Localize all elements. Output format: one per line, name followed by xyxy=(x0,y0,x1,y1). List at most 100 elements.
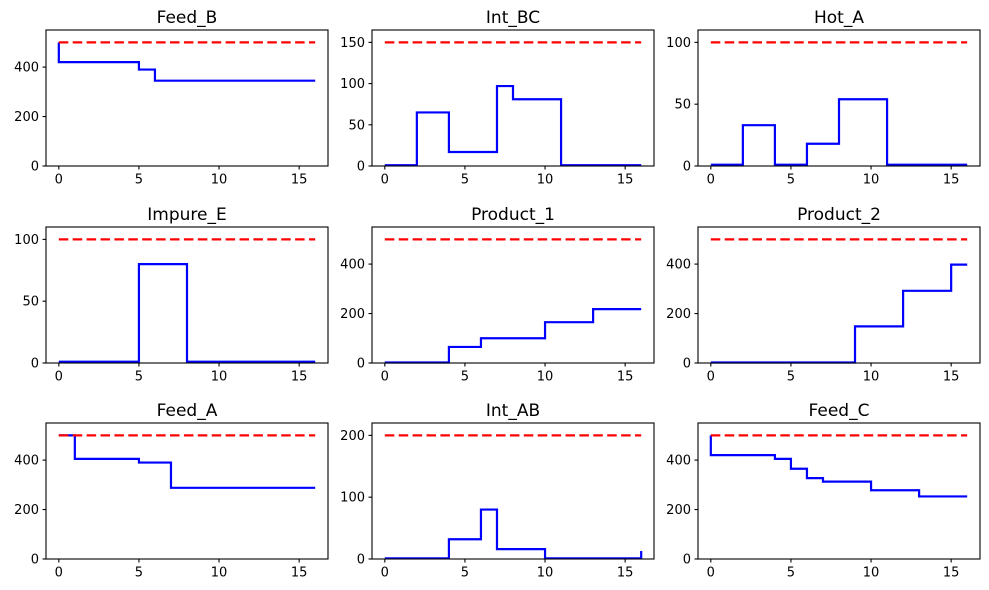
y-tick-label: 200 xyxy=(340,307,365,322)
subplot-title: Int_BC xyxy=(486,8,540,28)
y-tick-label: 200 xyxy=(666,307,691,322)
y-tick-label: 400 xyxy=(340,258,365,273)
subplot-Hot_A: 0 50 100 0 5 10 15 Hot_A xyxy=(666,8,981,188)
x-tick-label: 10 xyxy=(211,370,228,385)
x-tick-label: 0 xyxy=(707,173,715,188)
y-tick-label: 0 xyxy=(31,357,39,372)
x-tick-label: 15 xyxy=(617,566,634,581)
axes-frame xyxy=(371,29,655,167)
y-tick-label: 150 xyxy=(340,36,365,51)
inventory-step-line xyxy=(709,435,968,498)
x-tick-label: 5 xyxy=(135,566,143,581)
y-tick-label: 0 xyxy=(357,553,365,568)
x-tick-label: 10 xyxy=(863,173,880,188)
y-tick-label: 0 xyxy=(683,160,691,175)
y-tick-label: 200 xyxy=(340,429,365,444)
x-tick-label: 5 xyxy=(787,173,795,188)
axes-frame xyxy=(697,226,981,364)
subplot-Feed_B: 0 200 400 0 5 10 15 Feed_B xyxy=(14,8,329,188)
axes-frame xyxy=(45,226,329,364)
subplot-Impure_E: 0 50 100 0 5 10 15 Impure_E xyxy=(14,205,329,385)
inventory-step-line xyxy=(710,263,968,364)
y-tick-label: 100 xyxy=(340,491,365,506)
axes-frame xyxy=(45,422,329,560)
y-tick-label: 0 xyxy=(31,160,39,175)
y-tick-label: 400 xyxy=(666,258,691,273)
x-tick-label: 5 xyxy=(461,173,469,188)
x-tick-label: 10 xyxy=(537,173,554,188)
y-tick-label: 200 xyxy=(14,503,39,518)
subplot-Feed_C: 0 200 400 0 5 10 15 Feed_C xyxy=(666,401,981,581)
inventory-step-line xyxy=(384,307,642,364)
subplot-Product_2: 0 200 400 0 5 10 15 Product_2 xyxy=(666,205,981,385)
x-tick-label: 0 xyxy=(55,173,63,188)
y-tick-label: 200 xyxy=(666,503,691,518)
inventory-step-line xyxy=(710,98,968,166)
axes-background xyxy=(698,227,980,363)
y-tick-label: 50 xyxy=(348,118,365,133)
x-tick-label: 15 xyxy=(617,173,634,188)
subplot-Int_AB: 0 100 200 0 5 10 15 Int_AB xyxy=(340,401,655,581)
x-tick-label: 15 xyxy=(943,566,960,581)
x-tick-label: 10 xyxy=(211,566,228,581)
x-tick-label: 5 xyxy=(461,566,469,581)
axes-background xyxy=(698,30,980,166)
y-tick-label: 0 xyxy=(357,160,365,175)
y-tick-label: 50 xyxy=(22,295,39,310)
axes-background xyxy=(698,423,980,559)
axes-frame xyxy=(697,422,981,560)
x-tick-label: 0 xyxy=(381,370,389,385)
x-tick-label: 0 xyxy=(707,566,715,581)
x-tick-label: 10 xyxy=(537,370,554,385)
axes-background xyxy=(46,423,328,559)
axes-frame xyxy=(45,29,329,167)
subplot-title: Product_2 xyxy=(797,205,881,225)
x-tick-label: 15 xyxy=(617,370,634,385)
y-tick-label: 100 xyxy=(14,233,39,248)
x-tick-label: 5 xyxy=(787,370,795,385)
subplot-title: Hot_A xyxy=(814,8,864,28)
y-tick-label: 0 xyxy=(357,357,365,372)
inventory-step-line xyxy=(57,42,316,82)
subplot-title: Feed_C xyxy=(809,401,870,421)
axes-frame xyxy=(371,226,655,364)
x-tick-label: 15 xyxy=(291,370,308,385)
x-tick-label: 15 xyxy=(291,173,308,188)
x-tick-label: 15 xyxy=(943,370,960,385)
inventory-step-line xyxy=(384,84,642,167)
y-tick-label: 0 xyxy=(683,357,691,372)
x-tick-label: 0 xyxy=(381,566,389,581)
y-tick-label: 0 xyxy=(683,553,691,568)
y-tick-label: 100 xyxy=(666,36,691,51)
y-tick-label: 200 xyxy=(14,110,39,125)
x-tick-label: 10 xyxy=(537,566,554,581)
x-tick-label: 0 xyxy=(381,173,389,188)
inventory-step-line xyxy=(58,262,316,363)
x-tick-label: 0 xyxy=(707,370,715,385)
y-tick-label: 50 xyxy=(674,98,691,113)
subplot-title: Int_AB xyxy=(486,401,540,421)
x-tick-label: 15 xyxy=(291,566,308,581)
axes-frame xyxy=(697,29,981,167)
axes-frame xyxy=(371,422,655,560)
axes-background xyxy=(372,423,654,559)
subplot-title: Feed_B xyxy=(157,8,218,28)
x-tick-label: 5 xyxy=(461,370,469,385)
inventory-step-line xyxy=(58,434,316,489)
y-tick-label: 400 xyxy=(14,454,39,469)
x-tick-label: 5 xyxy=(135,173,143,188)
y-tick-label: 0 xyxy=(31,553,39,568)
x-tick-label: 0 xyxy=(55,566,63,581)
y-tick-label: 400 xyxy=(666,454,691,469)
inventory-step-line xyxy=(384,508,643,560)
x-tick-label: 15 xyxy=(943,173,960,188)
subplot-Product_1: 0 200 400 0 5 10 15 Product_1 xyxy=(340,205,655,385)
x-tick-label: 10 xyxy=(863,566,880,581)
axes-background xyxy=(372,227,654,363)
subplot-Feed_A: 0 200 400 0 5 10 15 Feed_A xyxy=(14,401,329,581)
subplot-title: Feed_A xyxy=(157,401,218,421)
x-tick-label: 5 xyxy=(787,566,795,581)
y-tick-label: 400 xyxy=(14,61,39,76)
